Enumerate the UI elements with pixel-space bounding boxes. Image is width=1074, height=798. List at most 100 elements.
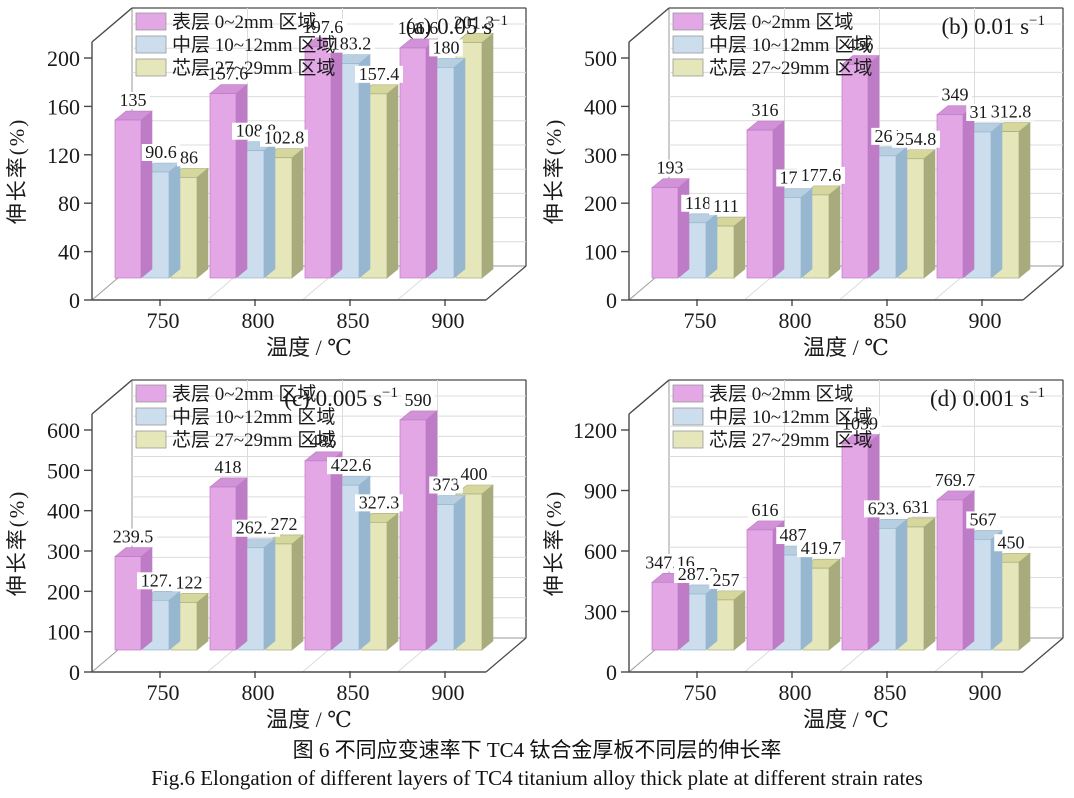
value-label-bg <box>327 35 375 53</box>
x-tick-label: 850 <box>874 308 907 333</box>
value-label-bg <box>931 471 979 489</box>
value-label: 287.3 <box>678 564 719 584</box>
value-label: 1059 <box>842 413 878 433</box>
value-label: 118 <box>685 193 711 213</box>
value-label: 450 <box>998 532 1025 552</box>
bar-side-face <box>733 590 746 651</box>
axis-depth-edge <box>91 379 133 415</box>
value-label: 349 <box>942 85 969 105</box>
legend-label: 表层 0~2mm 区域 <box>709 383 853 405</box>
bar-surface-750 <box>651 178 690 279</box>
axis-depth-edge <box>628 7 670 43</box>
bar-side-face <box>168 162 181 279</box>
bar-side-face <box>677 572 690 651</box>
value-label-bg <box>299 18 347 36</box>
bar-side-face <box>263 141 276 279</box>
bar-side-face <box>828 185 841 279</box>
chart-a: 0 40 80 120 160 200 750 800 850 900 温度 / ℃ 伸长率(%) 13… <box>5 7 527 360</box>
legend-label: 中层 10~12mm 区域 <box>709 34 872 56</box>
x-axis-title: 温度 / ℃ <box>803 335 889 360</box>
bar-side-face <box>425 410 438 651</box>
value-label-bg <box>843 36 877 54</box>
bar-front-face <box>114 556 142 651</box>
x-axis-title: 温度 / ℃ <box>266 707 352 732</box>
bar-side-face <box>291 148 304 279</box>
value-label-bg <box>401 391 435 409</box>
bar-side-face <box>263 538 276 651</box>
bar-front-face <box>651 581 679 651</box>
value-label: 616 <box>752 500 779 520</box>
floor-right-edge <box>1022 265 1064 301</box>
legend-label: 表层 0~2mm 区域 <box>172 383 316 405</box>
legend-swatch-core <box>672 430 704 449</box>
bar-surface-850 <box>841 54 880 279</box>
bar-side-face <box>1018 121 1031 279</box>
y-tick-label: 0 <box>69 288 80 313</box>
value-label: 373 <box>433 475 460 495</box>
value-label: 102.8 <box>264 128 305 148</box>
floor-right-edge <box>485 265 527 301</box>
bar-front-face <box>209 486 237 651</box>
bar-front-face <box>304 46 332 279</box>
legend-label: 芯层 27~29mm 区域 <box>709 429 872 451</box>
y-tick-label: 1200 <box>573 418 617 443</box>
x-tick-label: 800 <box>242 680 275 705</box>
bar-side-face <box>705 584 718 651</box>
bar-surface-750 <box>114 110 153 279</box>
value-label-bg <box>709 571 743 589</box>
value-label: 193 <box>657 158 684 178</box>
bar-front-face <box>746 129 774 279</box>
bar-side-face <box>923 149 936 279</box>
bar-surface-800 <box>209 477 248 651</box>
legend-swatch-middle <box>672 35 704 54</box>
value-label-bg <box>987 103 1035 121</box>
panel-annotation: (a) 0.05 s−1 <box>406 13 508 39</box>
value-label-bg <box>429 39 463 57</box>
value-label: 422.6 <box>331 455 372 475</box>
legend-label: 表层 0~2mm 区域 <box>172 11 316 33</box>
bar-surface-850 <box>304 451 343 651</box>
x-tick-label: 750 <box>147 680 180 705</box>
bar-side-face <box>1018 552 1031 651</box>
bar-side-face <box>358 54 371 279</box>
bar-surface-800 <box>209 83 248 279</box>
bar-surface-900 <box>399 38 438 279</box>
bar-side-face <box>235 83 248 279</box>
legend-label: 中层 10~12mm 区域 <box>172 406 335 428</box>
legend-item-middle: 中层 10~12mm 区域 <box>135 34 335 56</box>
panel-annotation: (b) 0.01 s−1 <box>942 13 1046 39</box>
x-axis-title: 温度 / ℃ <box>803 707 889 732</box>
value-label-bg <box>267 515 301 533</box>
x-tick-label: 850 <box>337 680 370 705</box>
value-label: 86 <box>180 147 198 167</box>
y-tick-label: 100 <box>584 240 617 265</box>
bar-side-face <box>895 146 908 279</box>
value-label: 196.6 <box>398 18 439 38</box>
x-axis-title: 温度 / ℃ <box>266 335 352 360</box>
bar-side-face <box>196 592 209 651</box>
y-tick-label: 900 <box>584 479 617 504</box>
bar-side-face <box>330 451 343 651</box>
caption-chinese: 图 6 不同应变速率下 TC4 钛合金厚板不同层的伸长率 <box>292 738 782 762</box>
bar-side-face <box>705 213 718 279</box>
bar-surface-800 <box>746 520 785 651</box>
bar-side-face <box>800 187 813 279</box>
y-tick-label: 0 <box>606 288 617 313</box>
value-label: 769.7 <box>935 470 976 490</box>
y-tick-label: 300 <box>584 143 617 168</box>
value-label: 122 <box>176 572 203 592</box>
x-tick-label: 900 <box>432 680 465 705</box>
value-label: 127.4 <box>141 570 182 590</box>
axes: 0 100 200 300 400 500 750 800 850 900 温度 / ℃ 伸长率(%) <box>542 7 1023 360</box>
figure-caption: 图 6 不同应变速率下 TC4 钛合金厚板不同层的伸长率 Fig.6 Elong… <box>0 736 1074 792</box>
y-tick-label: 200 <box>47 46 80 71</box>
bar-surface-850 <box>304 37 343 279</box>
value-label: 312.8 <box>991 102 1032 122</box>
value-label: 157.4 <box>359 64 400 84</box>
value-label-bg <box>709 198 743 216</box>
axis-depth-edge <box>91 7 133 43</box>
panel-annotation: (c) 0.005 s−1 <box>284 385 398 411</box>
bar-side-face <box>140 546 153 651</box>
